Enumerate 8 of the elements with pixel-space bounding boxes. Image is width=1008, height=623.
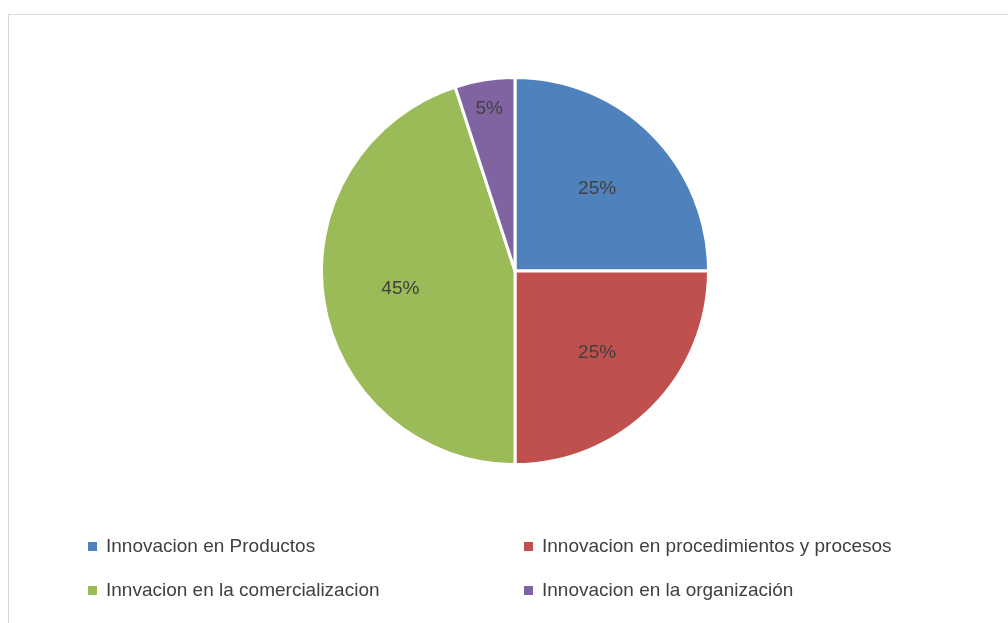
data-label: 5%	[475, 96, 504, 118]
data-label: 45%	[381, 277, 420, 299]
legend-label: Innovacion en Productos	[106, 535, 316, 557]
data-label: 25%	[578, 341, 617, 363]
legend-label: Innovacion en procedimientos y procesos	[542, 535, 892, 557]
legend-label: Innvacion en la comercializacion	[106, 579, 380, 601]
legend-label: Innovacion en la organización	[542, 579, 794, 601]
data-label: 25%	[578, 177, 617, 199]
